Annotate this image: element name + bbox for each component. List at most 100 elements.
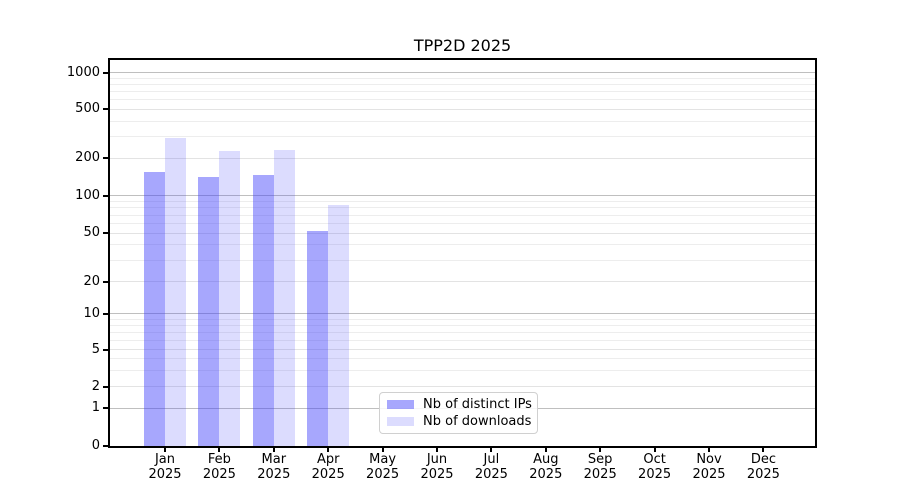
year-label: 2025	[529, 467, 563, 482]
y-tick-label-2: 2	[91, 378, 100, 394]
x-tick-mark-jun	[436, 448, 438, 452]
year-label: 2025	[638, 467, 672, 482]
y-tick-label-200: 200	[75, 150, 100, 166]
y-gridline-minor-800	[110, 83, 815, 85]
x-tick-mark-may	[381, 448, 384, 452]
month-label: May	[369, 452, 397, 467]
x-tick-label-may: May 2025	[348, 452, 418, 482]
year-label: 2025	[257, 467, 291, 482]
y-tick-mark-20	[103, 280, 108, 283]
y-tick-label-50: 50	[83, 225, 100, 240]
y-tick-mark-10	[103, 312, 108, 315]
month-label: Mar	[261, 452, 287, 467]
month-label: Jul	[483, 452, 500, 467]
x-tick-mark-mar	[272, 448, 275, 452]
y-gridline-minor-80	[110, 207, 815, 209]
y-gridline-1000	[110, 72, 815, 74]
y-gridline-minor-60	[110, 222, 815, 224]
y-tick-label-5: 5	[91, 341, 100, 357]
y-tick-mark-1000	[103, 71, 108, 74]
bar-nb-of-distinct-ips-apr	[307, 230, 329, 446]
x-tick-label-dec: Dec 2025	[728, 452, 798, 482]
y-gridline-minor-600	[110, 99, 815, 101]
bar-nb-of-downloads-mar	[273, 150, 295, 446]
x-tick-label-nov: Nov 2025	[674, 452, 744, 482]
bar-nb-of-downloads-jan	[165, 138, 186, 446]
y-tick-label-1: 1	[91, 400, 100, 416]
y-tick-label-100: 100	[75, 187, 100, 203]
y-tick-label-500: 500	[75, 101, 100, 117]
x-tick-mark-jan	[164, 448, 166, 452]
y-tick-mark-5	[103, 348, 108, 351]
y-tick-mark-2	[103, 385, 108, 388]
month-label: Jan	[154, 452, 176, 467]
y-gridline-minor-8	[110, 324, 815, 326]
y-gridline-5	[110, 349, 815, 350]
x-tick-mark-nov	[708, 448, 710, 452]
legend-item-downloads: Nb of downloads	[387, 413, 532, 430]
y-tick-mark-1	[103, 407, 108, 410]
x-tick-label-feb: Feb 2025	[184, 452, 254, 482]
year-label: 2025	[420, 467, 454, 482]
y-gridline-2	[110, 386, 815, 388]
y-gridline-minor-7	[110, 331, 815, 333]
year-label: 2025	[202, 467, 236, 482]
year-label: 2025	[692, 467, 726, 482]
plot-border	[108, 58, 817, 448]
y-gridline-minor-400	[110, 120, 815, 122]
x-tick-label-apr: Apr 2025	[293, 452, 363, 482]
y-gridline-minor-3	[110, 369, 815, 371]
legend: Nb of distinct IPs Nb of downloads	[379, 392, 538, 434]
y-gridline-20	[110, 281, 815, 283]
y-gridline-minor-90	[110, 201, 815, 203]
x-tick-mark-dec	[762, 448, 765, 452]
x-tick-label-mar: Mar 2025	[239, 452, 309, 482]
month-label: Aug	[533, 452, 559, 467]
x-tick-label-jan: Jan 2025	[130, 452, 200, 482]
y-tick-label-10: 10	[83, 305, 100, 321]
y-gridline-minor-40	[110, 244, 815, 246]
legend-item-distinct-ips: Nb of distinct IPs	[387, 396, 532, 413]
chart-title: TPP2D 2025	[413, 36, 512, 55]
month-label: Nov	[696, 452, 722, 467]
year-label: 2025	[583, 467, 617, 482]
y-gridline-50	[110, 232, 815, 234]
x-tick-mark-apr	[327, 448, 330, 452]
x-tick-mark-jul	[490, 448, 493, 452]
x-tick-label-jun: Jun 2025	[402, 452, 472, 482]
year-label: 2025	[311, 467, 345, 482]
y-gridline-500	[110, 108, 815, 110]
y-gridline-minor-30	[110, 259, 815, 261]
bar-nb-of-downloads-apr	[328, 205, 350, 446]
legend-label-downloads: Nb of downloads	[423, 414, 532, 429]
legend-swatch-distinct-ips	[387, 400, 414, 409]
y-tick-label-0: 0	[91, 438, 100, 453]
y-gridline-100	[110, 195, 815, 197]
month-label: Apr	[316, 452, 340, 467]
bar-nb-of-downloads-feb	[219, 150, 241, 446]
x-tick-mark-feb	[218, 448, 221, 452]
x-tick-label-aug: Aug 2025	[511, 452, 581, 482]
month-label: Oct	[643, 452, 666, 467]
y-tick-label-20: 20	[83, 273, 100, 289]
x-tick-mark-sep	[599, 448, 602, 452]
y-gridline-minor-700	[110, 91, 815, 93]
y-gridline-minor-900	[110, 77, 815, 79]
y-tick-mark-100	[103, 194, 108, 197]
y-gridline-200	[110, 157, 815, 159]
y-gridline-10	[110, 313, 815, 315]
year-label: 2025	[366, 467, 400, 482]
bar-nb-of-distinct-ips-jan	[144, 172, 165, 446]
y-tick-mark-500	[103, 108, 108, 111]
month-label: Jun	[426, 452, 448, 467]
month-label: Feb	[207, 452, 231, 467]
year-label: 2025	[746, 467, 780, 482]
month-label: Dec	[750, 452, 776, 467]
x-tick-mark-aug	[544, 448, 547, 452]
y-gridline-minor-4	[110, 358, 815, 359]
legend-label-distinct-ips: Nb of distinct IPs	[423, 397, 532, 412]
y-gridline-minor-300	[110, 136, 815, 138]
year-label: 2025	[148, 467, 182, 482]
year-label: 2025	[474, 467, 508, 482]
